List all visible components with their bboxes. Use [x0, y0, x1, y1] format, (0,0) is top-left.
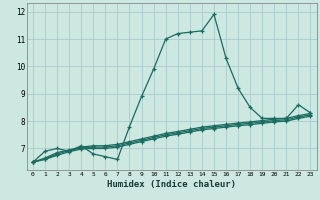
X-axis label: Humidex (Indice chaleur): Humidex (Indice chaleur) [107, 180, 236, 189]
